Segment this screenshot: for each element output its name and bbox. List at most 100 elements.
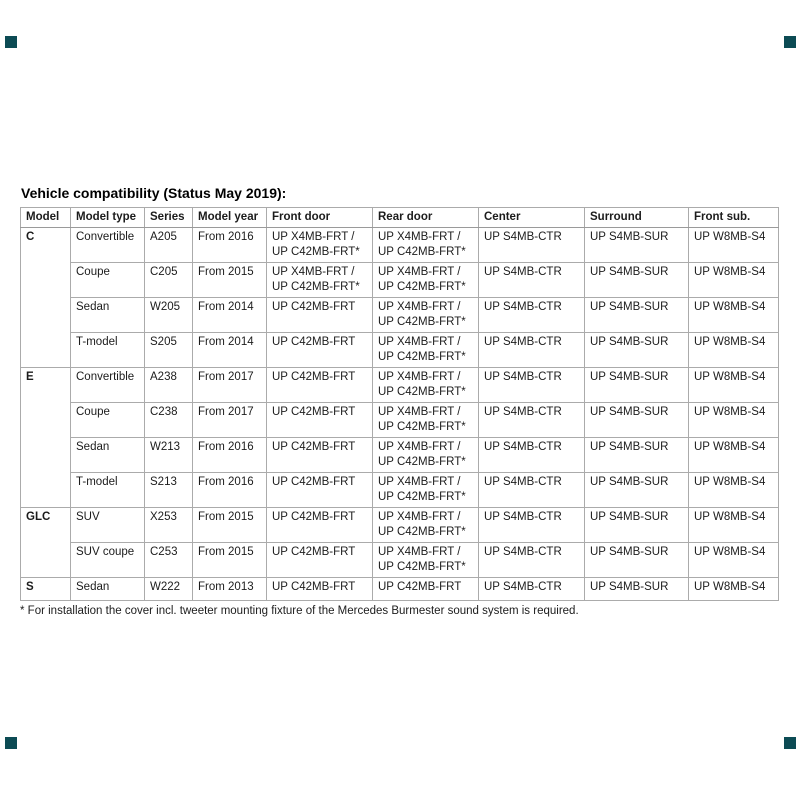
table-cell: UP W8MB-S4	[688, 262, 779, 298]
table-cell: C253	[144, 542, 193, 578]
table-cell: UP S4MB-CTR	[478, 542, 585, 578]
table-cell: UP S4MB-CTR	[478, 367, 585, 403]
corner-marker	[784, 737, 796, 749]
table-cell: UP C42MB-FRT	[266, 437, 373, 473]
table-cell: UP C42MB-FRT	[266, 507, 373, 543]
table-cell: X253	[144, 507, 193, 543]
column-header-front-sub: Front sub.	[688, 207, 779, 228]
table-cell: UP C42MB-FRT	[372, 577, 479, 601]
column-header-center: Center	[478, 207, 585, 228]
table-cell: W213	[144, 437, 193, 473]
table-cell: S213	[144, 472, 193, 508]
table-row: Coupe C238 From 2017 UP C42MB-FRT UP X4MB-FR…	[21, 402, 779, 438]
table-cell: UP W8MB-S4	[688, 437, 779, 473]
table-row: C Convertible A205 From 2016 UP X4MB-FRT / U…	[20, 227, 779, 368]
table-cell: UP X4MB-FRT / UP C42MB-FRT*	[372, 262, 479, 298]
table-cell: UP X4MB-FRT / UP C42MB-FRT*	[372, 402, 479, 438]
corner-marker	[5, 36, 17, 48]
column-header-series: Series	[144, 207, 193, 228]
footnote: * For installation the cover incl. tweet…	[20, 605, 579, 617]
table-header: Model Model type Series Model year Front doo…	[20, 207, 779, 228]
table-row: T-model S205 From 2014 UP C42MB-FRT UP X4MB-…	[21, 332, 779, 368]
column-header-model-type: Model type	[70, 207, 145, 228]
table-cell: From 2015	[192, 542, 267, 578]
compatibility-table: Model Model type Series Model year Front doo…	[20, 207, 779, 601]
table-cell: From 2016	[192, 437, 267, 473]
table-cell: UP W8MB-S4	[688, 402, 779, 438]
table-cell: Coupe	[70, 402, 145, 438]
table-cell: UP S4MB-SUR	[584, 472, 689, 508]
table-cell: From 2015	[192, 507, 267, 543]
table-cell: From 2017	[192, 367, 267, 403]
table-cell: Sedan	[70, 577, 145, 601]
table-cell: T-model	[70, 472, 145, 508]
table-cell: UP W8MB-S4	[688, 227, 779, 263]
table-cell: UP S4MB-CTR	[478, 437, 585, 473]
table-cell: UP C42MB-FRT	[266, 577, 373, 601]
page-title: Vehicle compatibility (Status May 2019):	[21, 185, 287, 201]
corner-marker	[5, 737, 17, 749]
table-cell: From 2015	[192, 262, 267, 298]
column-header-surround: Surround	[584, 207, 689, 228]
column-header-front-door: Front door	[266, 207, 373, 228]
table-cell: Sedan	[70, 437, 145, 473]
table-cell: UP X4MB-FRT / UP C42MB-FRT*	[372, 507, 479, 543]
table-cell: W222	[144, 577, 193, 601]
table-cell: UP S4MB-CTR	[478, 297, 585, 333]
table-cell: SUV	[70, 507, 145, 543]
table-cell: C238	[144, 402, 193, 438]
table-cell: From 2014	[192, 332, 267, 368]
table-row: E Convertible A238 From 2017 UP C42MB-FRT UP …	[20, 367, 779, 508]
table-cell: From 2016	[192, 472, 267, 508]
table-row: Sedan W205 From 2014 UP C42MB-FRT UP X4MB-FR…	[21, 297, 779, 333]
model-cell: GLC	[20, 507, 71, 578]
table-cell: UP W8MB-S4	[688, 472, 779, 508]
table-cell: UP S4MB-SUR	[584, 542, 689, 578]
table-row: SUV coupe C253 From 2015 UP C42MB-FRT UP X4M…	[21, 542, 779, 578]
table-row: Sedan W213 From 2016 UP C42MB-FRT UP X4MB-FR…	[21, 437, 779, 473]
table-cell: UP S4MB-SUR	[584, 297, 689, 333]
table-cell: UP S4MB-CTR	[478, 472, 585, 508]
table-row: S Sedan W222 From 2013 UP C42MB-FRT UP C42MB-…	[20, 577, 779, 601]
table-cell: UP S4MB-SUR	[584, 262, 689, 298]
table-cell: Coupe	[70, 262, 145, 298]
table-cell: UP S4MB-CTR	[478, 507, 585, 543]
table-cell: C205	[144, 262, 193, 298]
table-cell: UP C42MB-FRT	[266, 542, 373, 578]
table-cell: UP S4MB-SUR	[584, 367, 689, 403]
model-cell: E	[20, 367, 71, 508]
table-cell: UP C42MB-FRT	[266, 367, 373, 403]
table-cell: UP W8MB-S4	[688, 332, 779, 368]
column-header-model-year: Model year	[192, 207, 267, 228]
table-cell: UP C42MB-FRT	[266, 332, 373, 368]
table-cell: UP X4MB-FRT / UP C42MB-FRT*	[372, 332, 479, 368]
table-cell: Convertible	[70, 367, 145, 403]
table-cell: UP S4MB-CTR	[478, 332, 585, 368]
table-cell: UP X4MB-FRT / UP C42MB-FRT*	[372, 297, 479, 333]
table-cell: UP W8MB-S4	[688, 507, 779, 543]
table-cell: From 2016	[192, 227, 267, 263]
table-cell: A205	[144, 227, 193, 263]
table-cell: Convertible	[70, 227, 145, 263]
table-cell: From 2013	[192, 577, 267, 601]
table-body: C Convertible A205 From 2016 UP X4MB-FRT / U…	[20, 227, 779, 601]
table-cell: UP X4MB-FRT / UP C42MB-FRT*	[266, 262, 373, 298]
column-header-model: Model	[20, 207, 71, 228]
table-cell: UP X4MB-FRT / UP C42MB-FRT*	[372, 227, 479, 263]
column-header-rear-door: Rear door	[372, 207, 479, 228]
table-cell: UP X4MB-FRT / UP C42MB-FRT*	[372, 367, 479, 403]
table-cell: UP W8MB-S4	[688, 542, 779, 578]
table-cell: UP S4MB-CTR	[478, 402, 585, 438]
table-cell: UP W8MB-S4	[688, 367, 779, 403]
table-cell: From 2017	[192, 402, 267, 438]
table-row: T-model S213 From 2016 UP C42MB-FRT UP X4MB-…	[21, 472, 779, 508]
table-cell: UP S4MB-SUR	[584, 332, 689, 368]
table-cell: SUV coupe	[70, 542, 145, 578]
table-cell: UP S4MB-CTR	[478, 577, 585, 601]
table-cell: UP W8MB-S4	[688, 297, 779, 333]
table-cell: UP S4MB-SUR	[584, 577, 689, 601]
table-row: Coupe C205 From 2015 UP X4MB-FRT / UP C42MB…	[21, 262, 779, 298]
table-cell: UP C42MB-FRT	[266, 297, 373, 333]
table-cell: UP S4MB-SUR	[584, 507, 689, 543]
